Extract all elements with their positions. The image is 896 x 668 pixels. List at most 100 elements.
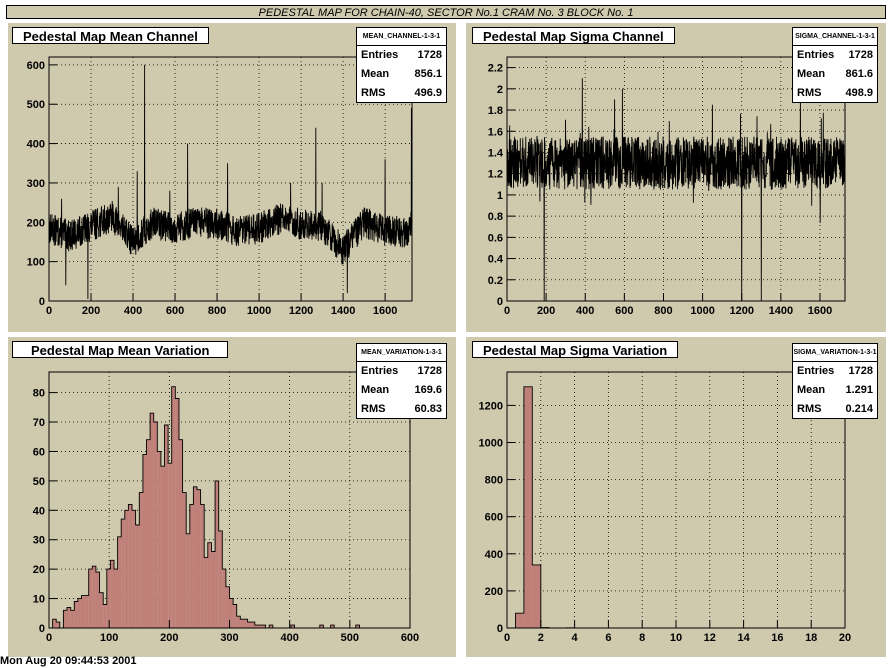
histogram-outline: [507, 386, 845, 629]
x-tick-label: 1600: [808, 305, 832, 317]
mean-value: 861.6: [845, 68, 873, 80]
x-tick-label: 600: [401, 632, 419, 644]
y-tick-label: 300: [27, 178, 45, 190]
stats-name: SIGMA_VARIATION-1-3-1: [793, 344, 877, 362]
x-tick-label: 500: [341, 632, 359, 644]
y-tick-label: 40: [33, 505, 45, 517]
x-tick-label: 4: [572, 632, 579, 644]
y-tick-label: 2.2: [488, 63, 503, 75]
x-tick-label: 1000: [247, 305, 271, 317]
x-tick-label: 0: [46, 632, 52, 644]
rms-value: 0.214: [845, 403, 873, 415]
stats-box: MEAN_CHANNEL-1-3-1 Entries 1728 Mean 856.1…: [356, 27, 447, 103]
pad-sigma-channel: 0 200 400 600 800 1000 1200 1400 1600 0 0.2 0.4 0.6 0…: [466, 23, 886, 332]
histogram-bar: [200, 504, 205, 628]
histogram-bar: [128, 504, 133, 628]
y-tick-label: 1.6: [488, 126, 503, 138]
y-tick-label: 1: [497, 190, 503, 202]
y-tick-label: 1200: [479, 400, 503, 412]
y-tick-label: 600: [27, 60, 45, 72]
histogram-bar: [269, 625, 273, 628]
mean-label: Mean: [797, 68, 826, 80]
x-tick-label: 1000: [690, 305, 714, 317]
x-tick-label: 1400: [331, 305, 355, 317]
histogram-bar: [515, 613, 524, 628]
y-tick-label: 200: [485, 586, 503, 598]
histogram-bar: [85, 595, 89, 628]
stats-name: SIGMA_CHANNEL-1-3-1: [793, 28, 877, 46]
mean-value: 856.1: [414, 68, 442, 80]
histogram-bar: [160, 466, 165, 628]
plot-frame: [506, 56, 846, 302]
histogram-bar: [92, 566, 96, 628]
mean-label: Mean: [361, 68, 390, 80]
y-tick-label: 400: [485, 549, 503, 561]
histogram-bar: [77, 598, 82, 628]
histogram-bar: [182, 492, 187, 628]
x-tick-label: 300: [220, 632, 238, 644]
histogram-bar: [99, 592, 104, 628]
y-tick-label: 1.8: [488, 105, 503, 117]
histogram-bar: [236, 616, 241, 628]
histogram-bar: [247, 622, 252, 628]
y-tick-label: 1.4: [488, 147, 504, 159]
histogram-bar: [117, 536, 122, 628]
histogram-bar: [103, 604, 107, 628]
rms-value: 496.9: [414, 87, 442, 99]
histogram-bar: [532, 564, 541, 628]
histogram-bar: [88, 569, 93, 628]
x-tick-label: 600: [166, 305, 184, 317]
histogram-bar: [70, 610, 75, 628]
rms-label: RMS: [797, 87, 822, 99]
histogram-bar: [171, 386, 176, 628]
y-tick-label: 1000: [479, 437, 503, 449]
mean-label: Mean: [797, 384, 826, 396]
x-tick-label: 8: [639, 632, 645, 644]
y-tick-label: 600: [485, 512, 503, 524]
entries-value: 1728: [848, 49, 873, 61]
histogram-bar: [243, 619, 248, 628]
x-tick-label: 0: [504, 305, 510, 317]
mean-label: Mean: [361, 384, 390, 396]
x-tick-label: 1200: [289, 305, 313, 317]
histogram-bar: [207, 542, 212, 628]
mean-channel-plot: 0 200 400 600 800 1000 1200 1400 1600 0 100 200 300 4…: [27, 56, 413, 317]
y-tick-label: 0: [39, 623, 45, 635]
x-tick-label: 0: [504, 632, 510, 644]
histogram-bar: [139, 492, 143, 628]
histogram-bar: [74, 601, 78, 628]
entries-label: Entries: [797, 49, 835, 61]
mean-value: 1.291: [845, 384, 873, 396]
histogram-bar: [258, 625, 262, 628]
histogram-bar: [106, 569, 111, 628]
histogram-bar: [150, 413, 154, 628]
histogram-bar: [189, 504, 194, 628]
y-tick-label: 1.2: [488, 169, 503, 181]
entries-label: Entries: [361, 365, 399, 377]
mean-value: 169.6: [414, 384, 442, 396]
y-tick-label: 0.2: [488, 275, 503, 287]
stats-box: SIGMA_VARIATION-1-3-1 Entries 1728 Mean 1.…: [792, 343, 878, 419]
x-tick-label: 400: [576, 305, 594, 317]
x-tick-label: 20: [839, 632, 851, 644]
x-tick-label: 100: [100, 632, 118, 644]
stats-name: MEAN_VARIATION-1-3-1: [357, 344, 446, 362]
entries-value: 1728: [417, 49, 442, 61]
x-tick-label: 800: [208, 305, 226, 317]
rms-label: RMS: [361, 403, 386, 415]
histogram-bar: [56, 622, 60, 628]
rms-value: 498.9: [845, 87, 873, 99]
x-tick-label: 200: [82, 305, 100, 317]
histogram-bar: [146, 439, 151, 628]
x-tick-label: 1200: [729, 305, 753, 317]
y-tick-label: 200: [27, 217, 45, 229]
y-tick-label: 70: [33, 417, 45, 429]
histogram-bar: [229, 598, 234, 628]
histogram-bar: [157, 451, 161, 628]
histogram-bar: [330, 625, 335, 628]
y-tick-label: 0: [39, 296, 45, 308]
histogram-bar: [175, 398, 179, 628]
histogram-bar: [63, 610, 68, 628]
histogram-bar: [135, 525, 140, 628]
